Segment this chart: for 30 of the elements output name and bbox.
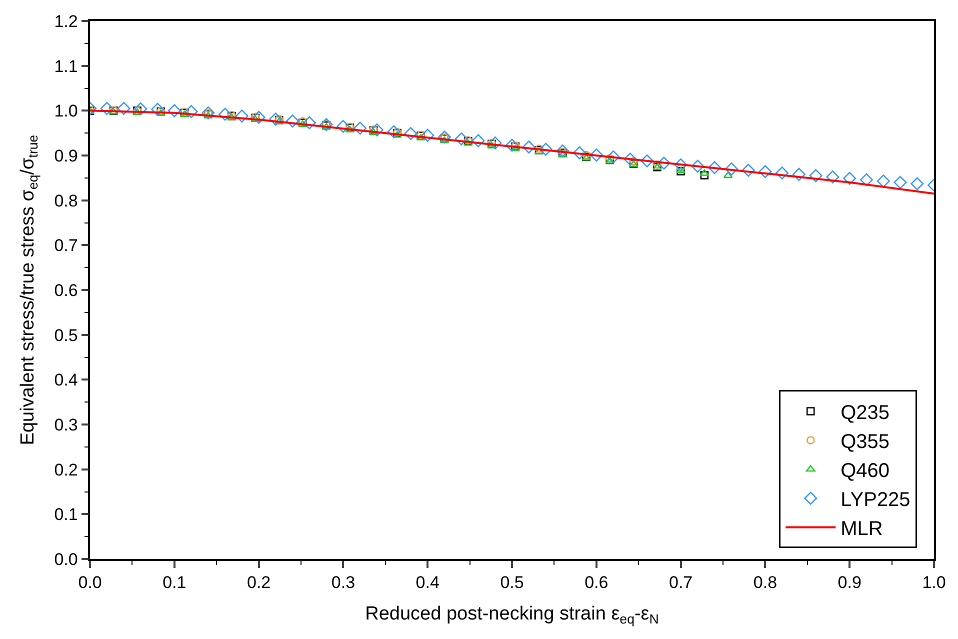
y-tick-label: 0.0 <box>54 550 78 569</box>
y-tick-label: 1.2 <box>54 12 78 31</box>
x-tick-label: 0.9 <box>838 573 862 592</box>
y-tick-label: 0.4 <box>54 370 78 390</box>
x-tick-label: 0.0 <box>78 573 102 592</box>
x-tick-label: 0.8 <box>753 573 778 592</box>
legend-label: MLR <box>840 518 883 540</box>
x-tick-label: 0.6 <box>584 573 608 592</box>
y-tick-label: 0.2 <box>54 460 78 480</box>
y-tick-label: 0.8 <box>54 191 78 210</box>
y-tick-label: 1.0 <box>54 102 78 121</box>
y-tick-label: 0.5 <box>54 326 78 345</box>
x-tick-label: 0.7 <box>668 573 693 592</box>
x-tick-label: 0.2 <box>246 573 271 592</box>
y-tick-label: 1.1 <box>54 56 78 76</box>
x-tick-label: 0.5 <box>500 573 524 592</box>
y-tick-label: 0.9 <box>54 146 78 166</box>
legend-label: Q235 <box>840 402 890 424</box>
x-axis-title: Reduced post-necking strain ε$_{eq}$-ε$_{N}$ <box>365 603 659 626</box>
legend-label: Q460 <box>840 460 890 482</box>
legend-label: LYP225 <box>840 489 910 512</box>
y-tick-label: 0.1 <box>54 505 78 524</box>
y-tick-label: 0.3 <box>54 415 78 434</box>
y-tick-label: 0.6 <box>54 280 78 300</box>
y-tick-label: 0.7 <box>54 236 78 256</box>
x-tick-label: 0.4 <box>416 573 440 592</box>
x-tick-label: 0.1 <box>162 573 186 592</box>
x-tick-label: 1.0 <box>922 573 946 592</box>
legend-label: Q355 <box>840 431 890 454</box>
x-tick-label: 0.3 <box>331 573 356 592</box>
